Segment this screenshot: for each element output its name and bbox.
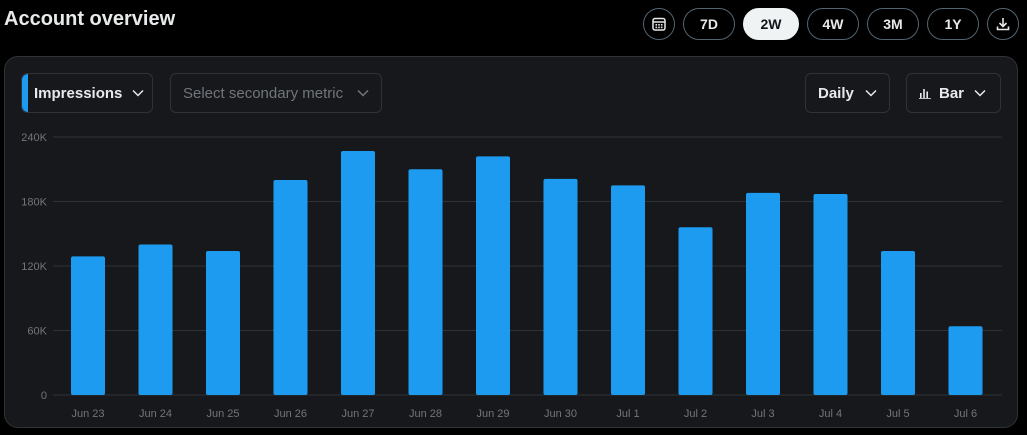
secondary-metric-placeholder: Select secondary metric — [183, 84, 344, 102]
x-tick-label: Jun 25 — [206, 408, 239, 420]
x-tick-label: Jun 30 — [544, 408, 577, 420]
primary-metric-label: Impressions — [34, 84, 123, 102]
primary-metric-select[interactable]: Impressions — [21, 73, 153, 113]
x-tick-label: Jul 2 — [684, 408, 707, 420]
bar[interactable] — [206, 250, 240, 395]
x-tick-label: Jul 6 — [954, 408, 977, 420]
y-tick-label: 60K — [27, 326, 47, 338]
date-range-bar: 7D 2W 4W 3M 1Y — [643, 8, 1019, 40]
x-tick-label: Jul 3 — [751, 408, 774, 420]
chart-type-label: Bar — [939, 84, 965, 102]
bar[interactable] — [138, 244, 173, 396]
bar[interactable] — [948, 326, 983, 395]
x-tick-label: Jul 5 — [886, 408, 909, 420]
x-tick-label: Jun 26 — [274, 408, 307, 420]
chart-card: Impressions Select secondary metric Dail… — [4, 56, 1018, 428]
bar[interactable] — [813, 193, 848, 395]
calendar-icon — [652, 17, 666, 31]
x-tick-label: Jun 29 — [476, 408, 509, 420]
x-tick-label: Jun 23 — [71, 408, 104, 420]
granularity-select[interactable]: Daily — [805, 73, 890, 113]
y-tick-label: 180K — [21, 197, 47, 209]
granularity-label: Daily — [818, 84, 854, 102]
bar[interactable] — [71, 256, 105, 395]
range-3m-button[interactable]: 3M — [867, 8, 919, 40]
y-tick-label: 240K — [21, 132, 47, 144]
download-icon — [996, 18, 1010, 31]
range-2w-button[interactable]: 2W — [743, 8, 799, 40]
chevron-down-icon — [865, 89, 877, 97]
range-7d-button[interactable]: 7D — [683, 8, 735, 40]
x-tick-label: Jul 1 — [616, 408, 639, 420]
x-tick-label: Jun 24 — [139, 408, 172, 420]
bar[interactable] — [611, 185, 645, 395]
download-button[interactable] — [987, 8, 1019, 40]
bar[interactable] — [881, 250, 915, 395]
chevron-down-icon — [974, 89, 986, 97]
bar[interactable] — [543, 178, 578, 395]
bar[interactable] — [476, 156, 510, 395]
chevron-down-icon — [357, 89, 369, 97]
chart-type-select[interactable]: Bar — [906, 73, 1001, 113]
x-tick-label: Jun 28 — [409, 408, 442, 420]
bar-chart-icon — [919, 87, 931, 99]
bar[interactable] — [408, 169, 443, 395]
bar[interactable] — [746, 192, 780, 395]
metric-color-indicator — [22, 74, 28, 112]
bar[interactable] — [341, 150, 375, 395]
y-tick-label: 120K — [21, 261, 47, 273]
impressions-bar-chart: 0 60K 120K 180K 240K Jun 23 Jun 24 Jun 25 Jun 26… — [21, 132, 1002, 420]
bar[interactable] — [678, 227, 713, 395]
range-4w-button[interactable]: 4W — [807, 8, 859, 40]
x-tick-label: Jun 27 — [341, 408, 374, 420]
range-1y-button[interactable]: 1Y — [927, 8, 979, 40]
bar[interactable] — [273, 180, 308, 395]
y-tick-label: 0 — [41, 390, 47, 402]
chevron-down-icon — [132, 89, 144, 97]
secondary-metric-select[interactable]: Select secondary metric — [170, 73, 382, 113]
x-tick-label: Jul 4 — [819, 408, 842, 420]
page-title: Account overview — [4, 8, 176, 30]
calendar-button[interactable] — [643, 8, 675, 40]
